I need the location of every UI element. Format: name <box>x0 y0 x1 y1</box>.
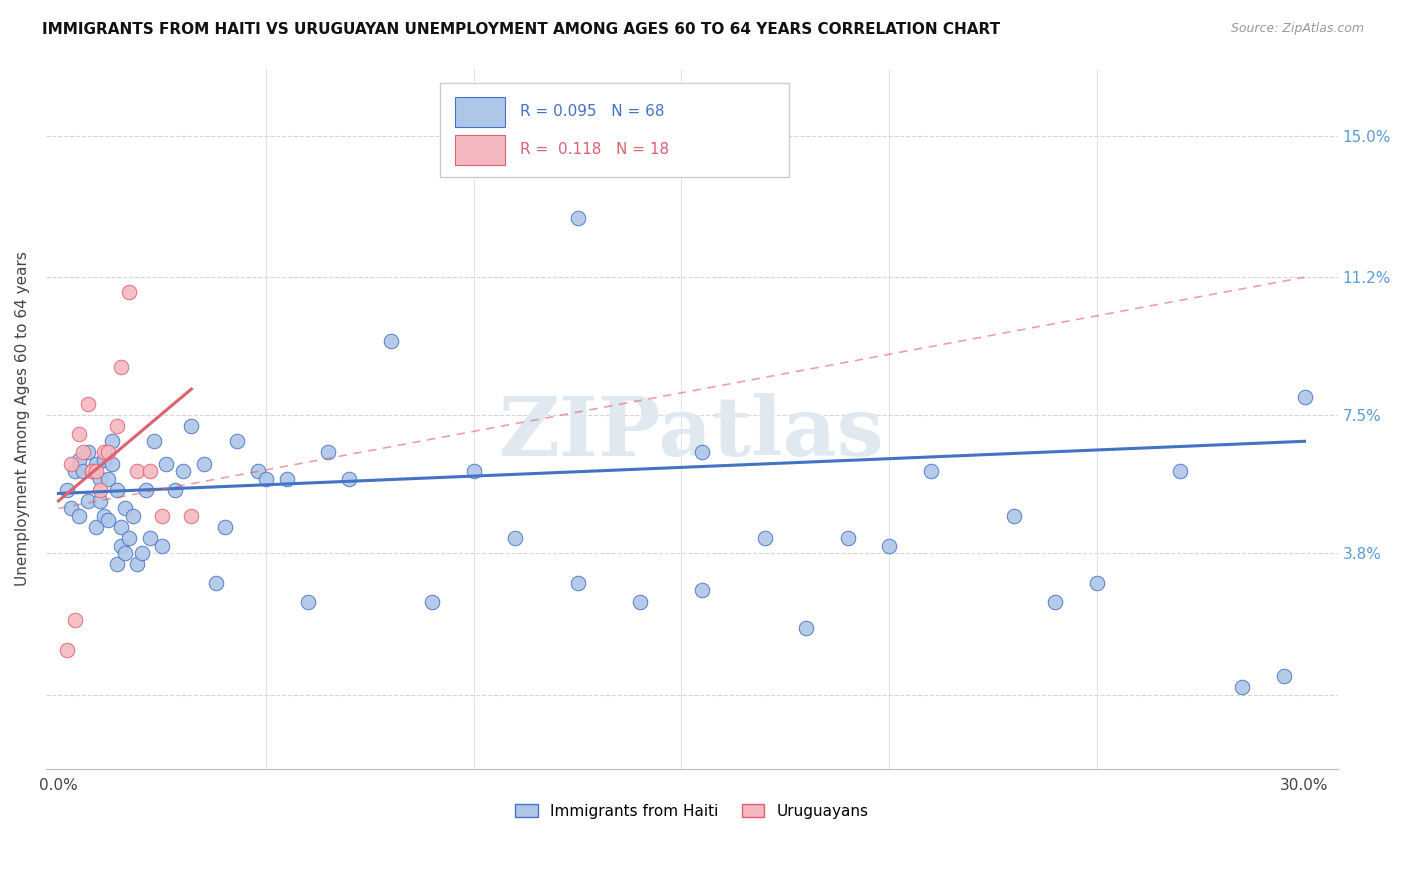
Point <box>505 531 527 545</box>
Point <box>55 643 77 657</box>
Point <box>420 594 443 608</box>
Text: Source: ZipAtlas.com: Source: ZipAtlas.com <box>1230 22 1364 36</box>
Point <box>1085 576 1108 591</box>
Point <box>276 471 298 485</box>
Point <box>110 520 132 534</box>
Point <box>337 471 360 485</box>
Point <box>105 419 128 434</box>
Y-axis label: Unemployment Among Ages 60 to 64 years: Unemployment Among Ages 60 to 64 years <box>15 252 30 586</box>
Point <box>97 445 120 459</box>
Point <box>67 426 90 441</box>
Point <box>72 445 94 459</box>
Point <box>110 539 132 553</box>
Text: ZIPatlas: ZIPatlas <box>499 393 884 473</box>
Point <box>226 434 249 449</box>
Point <box>567 211 589 225</box>
Point <box>127 464 149 478</box>
Point <box>380 334 402 348</box>
Point <box>105 558 128 572</box>
Point <box>246 464 269 478</box>
Text: R =  0.118   N = 18: R = 0.118 N = 18 <box>520 143 669 157</box>
Point <box>155 457 177 471</box>
Point <box>76 445 98 459</box>
Point <box>84 464 107 478</box>
Point <box>193 457 215 471</box>
Point <box>89 471 111 485</box>
Point <box>1002 508 1025 523</box>
Point <box>1294 390 1316 404</box>
Text: IMMIGRANTS FROM HAITI VS URUGUAYAN UNEMPLOYMENT AMONG AGES 60 TO 64 YEARS CORREL: IMMIGRANTS FROM HAITI VS URUGUAYAN UNEMP… <box>42 22 1000 37</box>
Point <box>180 508 202 523</box>
Point <box>59 501 82 516</box>
Point <box>101 457 124 471</box>
Point <box>76 494 98 508</box>
Point <box>89 483 111 497</box>
Point <box>463 464 485 478</box>
Point <box>105 483 128 497</box>
Point <box>76 397 98 411</box>
Point <box>254 471 277 485</box>
Point <box>1232 681 1254 695</box>
Text: R = 0.095   N = 68: R = 0.095 N = 68 <box>520 104 665 120</box>
Point <box>150 508 173 523</box>
FancyBboxPatch shape <box>456 97 505 127</box>
Point <box>143 434 166 449</box>
Point <box>754 531 776 545</box>
Point <box>84 457 107 471</box>
Point <box>93 453 115 467</box>
Point <box>214 520 236 534</box>
Point <box>80 464 103 478</box>
Point <box>67 508 90 523</box>
Point <box>837 531 859 545</box>
Point <box>122 508 145 523</box>
Point <box>114 501 136 516</box>
Point <box>93 445 115 459</box>
FancyBboxPatch shape <box>456 135 505 164</box>
Legend: Immigrants from Haiti, Uruguayans: Immigrants from Haiti, Uruguayans <box>509 797 875 825</box>
Point <box>1168 464 1191 478</box>
Point <box>205 576 228 591</box>
Point <box>114 546 136 560</box>
Point <box>172 464 194 478</box>
Point <box>89 494 111 508</box>
Point <box>118 531 141 545</box>
Point <box>80 464 103 478</box>
Point <box>55 483 77 497</box>
Point <box>72 464 94 478</box>
Point <box>63 464 86 478</box>
Point <box>127 558 149 572</box>
Point <box>318 445 340 459</box>
Point <box>690 445 713 459</box>
Point <box>877 539 900 553</box>
Point <box>180 419 202 434</box>
Point <box>163 483 186 497</box>
Point <box>63 613 86 627</box>
FancyBboxPatch shape <box>440 83 789 178</box>
Point <box>139 531 162 545</box>
Point <box>97 471 120 485</box>
Point <box>690 583 713 598</box>
Point <box>135 483 157 497</box>
Point <box>118 285 141 300</box>
Point <box>150 539 173 553</box>
Point <box>110 359 132 374</box>
Point <box>131 546 153 560</box>
Point <box>59 457 82 471</box>
Point <box>93 508 115 523</box>
Point <box>1272 669 1295 683</box>
Point <box>97 512 120 526</box>
Point <box>628 594 651 608</box>
Point <box>297 594 319 608</box>
Point <box>67 453 90 467</box>
Point <box>84 520 107 534</box>
Point <box>1045 594 1067 608</box>
Point <box>567 576 589 591</box>
Point <box>794 621 817 635</box>
Point <box>920 464 942 478</box>
Point <box>139 464 162 478</box>
Point <box>101 434 124 449</box>
